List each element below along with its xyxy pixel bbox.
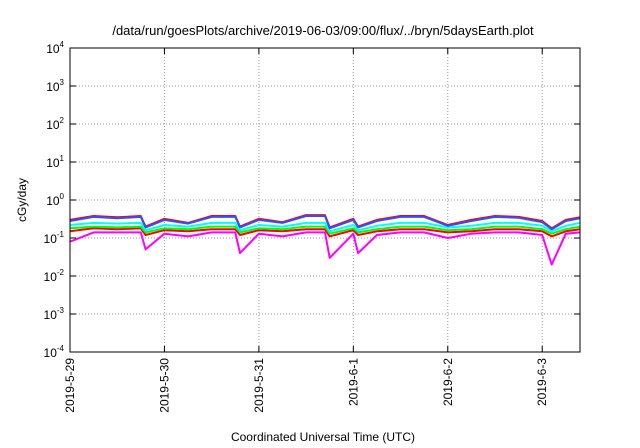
x-axis-label: Coordinated Universal Time (UTC) <box>231 430 415 444</box>
y-tick-label: 104 <box>46 40 64 56</box>
y-tick-label: 102 <box>46 116 64 132</box>
plot-frame <box>69 47 581 353</box>
x-tick-label: 2019-5-31 <box>252 358 266 413</box>
chart-title: /data/run/goesPlots/archive/2019-06-03/0… <box>112 23 534 38</box>
grid <box>70 48 580 352</box>
y-tick-label: 101 <box>46 154 64 170</box>
x-tick-label: 2019-5-30 <box>157 358 171 413</box>
y-tick-label: 10-2 <box>44 268 65 284</box>
x-axis: 2019-5-29 2019-5-30 2019-5-31 2019-6-1 2019-… <box>63 48 549 413</box>
series-line-1 <box>69 227 581 238</box>
plot-series <box>69 214 581 266</box>
y-tick-label: 100 <box>46 192 64 208</box>
x-tick-label: 2019-6-1 <box>346 358 360 406</box>
x-tick-label: 2019-6-2 <box>441 358 455 406</box>
series-line-2 <box>69 225 581 235</box>
y-tick-label: 103 <box>46 78 64 94</box>
x-tick-label: 2019-6-3 <box>535 358 549 406</box>
series-line-0 <box>69 231 581 266</box>
series-line-3 <box>69 221 581 233</box>
y-tick-label: 10-3 <box>44 306 65 322</box>
y-axis-label: cGy/day <box>15 178 29 222</box>
y-tick-label: 10-1 <box>44 230 65 246</box>
y-tick-label: 10-4 <box>44 344 65 360</box>
x-tick-label: 2019-5-29 <box>63 358 77 413</box>
series-line-5 <box>69 215 581 231</box>
